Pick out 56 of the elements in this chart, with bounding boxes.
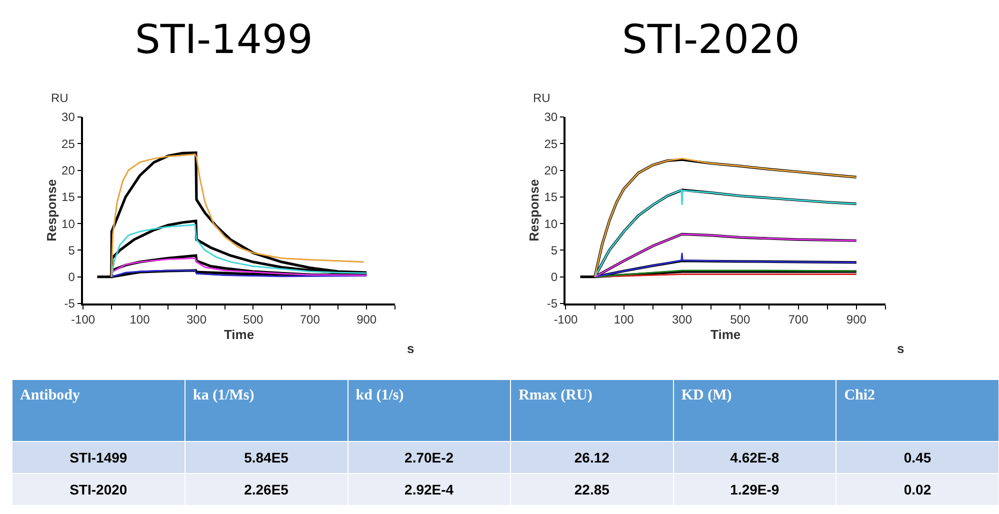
- y-tick-label: 5: [68, 243, 76, 258]
- text: 2.70E-2: [404, 450, 454, 466]
- x-tick-label: 300: [672, 312, 692, 327]
- category-label: ka (1/Ms): [192, 388, 254, 404]
- category-label: Rmax (RU): [518, 388, 592, 404]
- text: RU: [533, 91, 550, 105]
- y-tick-label: -5: [546, 296, 558, 311]
- x-tick-label: 900: [846, 312, 867, 327]
- x-tick-label: 100: [130, 312, 150, 327]
- y-tick-label: 5: [550, 243, 558, 258]
- y-tick-label: 15: [544, 190, 558, 204]
- y-tick-label: 25: [544, 136, 558, 151]
- text: 2.26E5: [244, 482, 288, 498]
- x-tick-label: 500: [730, 312, 750, 327]
- y-tick-label: 0: [68, 270, 76, 284]
- category-label: Antibody: [20, 388, 81, 404]
- x-axis-title: Time: [710, 326, 741, 342]
- y-tick-label: 25: [62, 136, 76, 151]
- x-tick-label: 900: [356, 312, 377, 327]
- category-label: KD (M): [681, 388, 732, 404]
- text: 4.62E-8: [730, 450, 780, 466]
- y-tick-label: 30: [62, 110, 76, 124]
- text: 26.12: [574, 450, 610, 466]
- x-tick-label: 700: [300, 312, 320, 327]
- x-tick-label: -100: [71, 312, 96, 327]
- text: s: [407, 341, 414, 356]
- y-axis-title: Response: [526, 179, 542, 242]
- x-tick-label: 500: [243, 312, 264, 327]
- category-label: Chi2: [844, 388, 876, 404]
- y-tick-label: 15: [62, 190, 76, 204]
- category-label: kd (1/s): [356, 388, 404, 404]
- y-tick-label: 10: [544, 216, 558, 231]
- text: 0.02: [904, 482, 932, 498]
- y-tick-label: 0: [550, 270, 558, 284]
- x-axis-title: Time: [224, 326, 254, 342]
- text: 2.92E-4: [404, 482, 454, 498]
- y-tick-label: -5: [64, 296, 76, 311]
- text: s: [897, 341, 904, 356]
- text: STI-2020: [70, 482, 128, 498]
- x-tick-label: 700: [788, 312, 809, 327]
- y-tick-label: 10: [62, 216, 76, 231]
- text: STI-1499: [70, 450, 128, 466]
- text: RU: [51, 91, 68, 105]
- x-tick-label: 300: [186, 312, 207, 327]
- x-tick-label: -100: [554, 312, 578, 327]
- x-tick-label: 100: [614, 312, 634, 327]
- y-tick-label: 30: [544, 110, 558, 124]
- text: 1.29E-9: [730, 482, 780, 498]
- text: 22.85: [574, 482, 610, 498]
- y-tick-label: 20: [62, 163, 76, 178]
- chart-title: STI-1499: [135, 17, 313, 63]
- text: 5.84E5: [244, 450, 288, 466]
- y-axis-title: Response: [44, 179, 60, 242]
- y-tick-label: 20: [544, 163, 558, 178]
- chart-title: STI-2020: [622, 17, 800, 63]
- text: 0.45: [904, 450, 932, 466]
